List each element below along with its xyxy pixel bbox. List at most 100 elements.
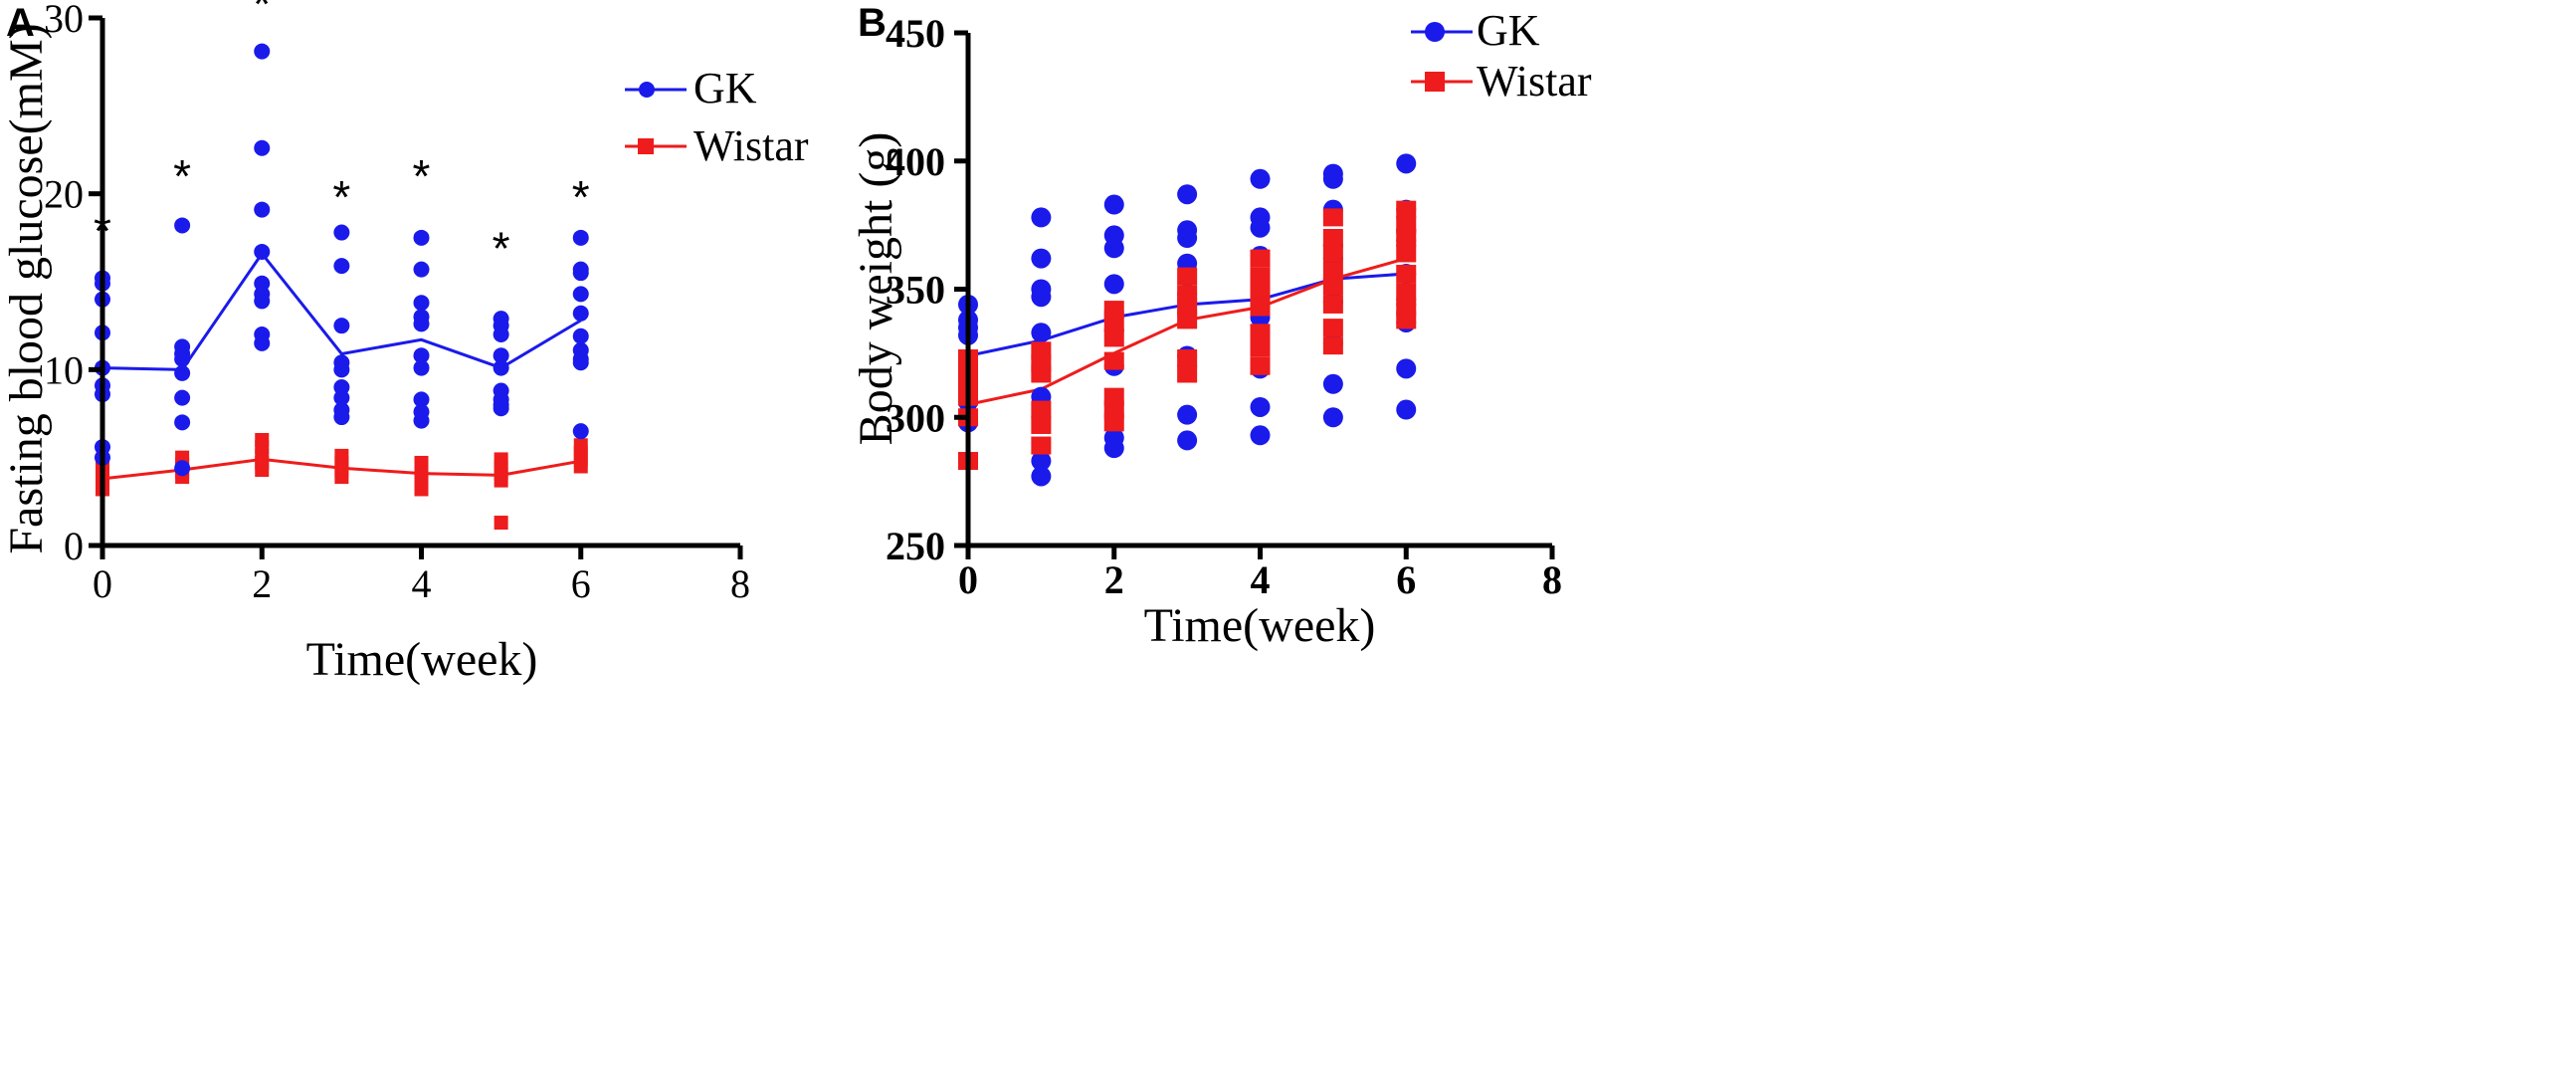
panel-b-wistar-point xyxy=(1103,413,1124,432)
panel-b-x-tick-label: 8 xyxy=(1542,557,1562,602)
panel-a-gk-point xyxy=(413,316,430,332)
panel-b-wistar-point xyxy=(1396,265,1417,284)
panel-a-wistar-point xyxy=(414,482,429,497)
panel-a-y-tick-label: 20 xyxy=(44,172,84,217)
panel-b-wistar-point xyxy=(1396,244,1417,263)
panel-b-wistar-point xyxy=(1031,400,1052,419)
panel-a-gk-point xyxy=(572,423,589,440)
panel-b-wistar-point xyxy=(1322,336,1343,355)
panel-b-x-tick-label: 6 xyxy=(1396,557,1416,602)
panel-b-x-axis-title: Time(week) xyxy=(1144,599,1376,652)
panel-a-y-axis-title: Fasting blood glucose(mM) xyxy=(0,23,53,553)
panel-a-y-tick-label: 0 xyxy=(64,524,84,568)
panel-a-x-tick-label: 4 xyxy=(412,561,432,606)
panel-b-gk-point xyxy=(1177,430,1198,451)
panel-b-gk-point xyxy=(1250,168,1271,189)
panel-a-gk-point xyxy=(413,347,430,364)
panel-b-wistar-point xyxy=(1322,295,1343,314)
panel-a-gk-point xyxy=(333,224,350,241)
panel-b-y-axis-title: Body weight (g) xyxy=(850,132,902,446)
panel-a-gk-point xyxy=(174,389,191,406)
panel-b-wistar-point xyxy=(1322,244,1343,263)
panel-b-wistar-point xyxy=(1396,200,1417,219)
panel-a-gk-point xyxy=(572,229,589,246)
panel-a-legend-gk-label: GK xyxy=(694,64,757,112)
panel-b-wistar-point xyxy=(1177,364,1198,383)
panel-b-x-tick-label: 4 xyxy=(1251,557,1271,602)
panel-a-gk-point xyxy=(413,261,430,278)
panel-b-label: B xyxy=(858,1,887,45)
panel-a-gk-point xyxy=(413,295,430,312)
panel-b-gk-point xyxy=(1250,425,1271,446)
panel-a-wistar-point xyxy=(494,516,508,531)
panel-a-y-tick-label: 30 xyxy=(44,0,84,41)
panel-a-x-tick-label: 2 xyxy=(252,561,272,606)
panel-a-significance-star: * xyxy=(253,0,271,30)
panel-a-wistar-point xyxy=(494,473,508,488)
panel-b-legend-gk-label: GK xyxy=(1477,6,1540,55)
panel-a-gk-point xyxy=(254,201,271,218)
panel-b-gk-point xyxy=(1103,438,1124,459)
panel-a-gk-point xyxy=(254,243,271,260)
panel-b-y-tick-label: 300 xyxy=(886,395,945,440)
panel-b-gk-point xyxy=(1031,466,1052,487)
panel-a-gk-point xyxy=(333,389,350,406)
panel-a-wistar-point xyxy=(334,470,349,485)
panel-b-legend-wistar-label: Wistar xyxy=(1477,57,1592,106)
panel-b-wistar-point xyxy=(1396,283,1417,302)
panel-a-gk-point xyxy=(572,354,589,371)
panel-b-wistar-point xyxy=(1396,311,1417,329)
panel-b-wistar-point xyxy=(1322,229,1343,247)
panel-b-body-weight-chart: B 250 300 350 400 450 0 2 4 6 8 Body weight (g) T… xyxy=(850,1,1592,652)
panel-a-legend-wistar-label: Wistar xyxy=(694,121,809,170)
panel-a-gk-point xyxy=(174,217,191,234)
panel-b-legend-gk-marker xyxy=(1425,22,1445,42)
panel-b-gk-point xyxy=(1103,238,1124,259)
panel-b-wistar-point xyxy=(1250,249,1271,268)
panel-b-wistar-point xyxy=(1250,324,1271,342)
panel-a-significance-star: * xyxy=(413,150,431,202)
panel-a-gk-point xyxy=(333,409,350,426)
panel-a-gk-point xyxy=(572,327,589,344)
panel-a-significance-star: * xyxy=(173,150,191,202)
panel-b-gk-point xyxy=(1322,407,1343,428)
panel-b-gk-point xyxy=(1396,153,1417,174)
panel-b-wistar-point xyxy=(1250,356,1271,375)
panel-a-gk-point xyxy=(413,359,430,376)
panel-a-gk-point xyxy=(254,293,271,310)
panel-a-y-tick-label: 10 xyxy=(44,347,84,392)
panel-b-gk-point xyxy=(1250,217,1271,238)
panel-b-wistar-point xyxy=(1250,338,1271,357)
panel-b-gk-point xyxy=(1396,358,1417,379)
panel-a-significance-star: * xyxy=(572,171,590,223)
panel-a-legend-gk-marker xyxy=(639,82,655,98)
panel-b-wistar-point xyxy=(1103,351,1124,370)
panel-b-wistar-point xyxy=(1322,277,1343,296)
panel-a-significance-star: * xyxy=(332,171,350,223)
panel-a-gk-point xyxy=(493,326,509,342)
panel-b-wistar-point xyxy=(1031,436,1052,455)
panel-a-gk-point xyxy=(493,347,509,364)
panel-a-x-axis-title: Time(week) xyxy=(306,633,538,686)
panel-b-gk-point xyxy=(1322,168,1343,189)
panel-b-wistar-point xyxy=(1250,280,1271,299)
panel-b-gk-point xyxy=(1177,184,1198,205)
panel-a-gk-point xyxy=(254,334,271,351)
panel-b-gk-point xyxy=(1396,399,1417,420)
panel-a-gk-point xyxy=(572,305,589,322)
panel-a-legend: GK Wistar xyxy=(625,64,809,170)
panel-b-gk-point xyxy=(1103,194,1124,215)
panel-a-x-tick-label: 0 xyxy=(93,561,112,606)
panel-b-gk-point xyxy=(1031,287,1052,308)
panel-a-gk-point xyxy=(413,391,430,408)
panel-b-wistar-point xyxy=(1250,298,1271,317)
panel-a-gk-point xyxy=(413,412,430,429)
panel-b-gk-point xyxy=(1031,248,1052,269)
panel-a-gk-point xyxy=(333,318,350,334)
panel-b-wistar-point xyxy=(1177,311,1198,329)
panel-a-gk-point xyxy=(254,43,271,60)
panel-a-gk-point xyxy=(413,229,430,246)
panel-a-wistar-point xyxy=(573,459,588,474)
panel-b-gk-point xyxy=(1031,323,1052,343)
panel-a-gk-point xyxy=(174,364,191,381)
